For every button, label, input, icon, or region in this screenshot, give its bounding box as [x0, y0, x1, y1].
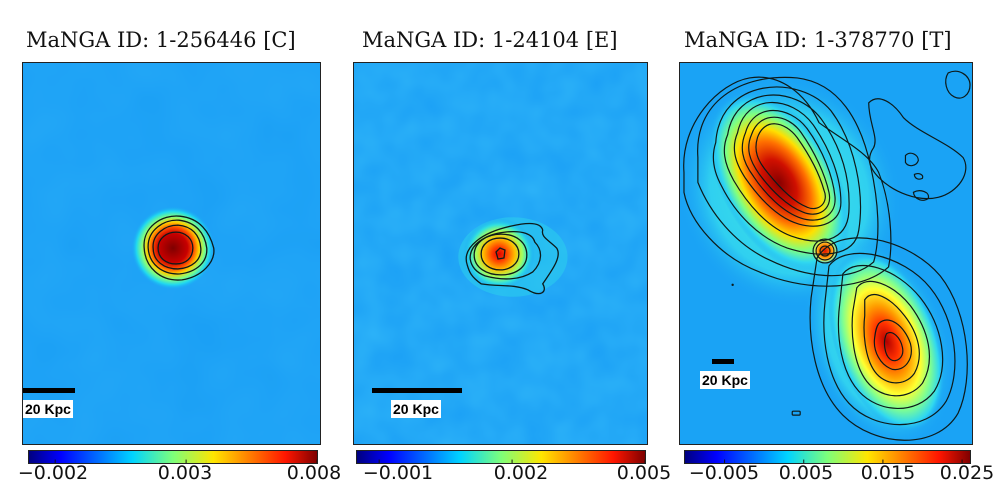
panel-1-tick-label: −0.002: [17, 462, 89, 484]
panel-3-tick-label: −0.005: [688, 462, 760, 484]
panel-3-tick-label: 0.015: [860, 462, 916, 484]
panel-1-title: MaNGA ID: 1-256446 [C]: [26, 28, 296, 52]
panel-3-lower-lobe: [828, 250, 945, 433]
panel-3-heatmap: [680, 63, 972, 444]
panel-2-heatmap: [354, 63, 647, 444]
panel-2-tick-label: −0.001: [362, 462, 434, 484]
panel-3-scale-label: 20 Kpc: [700, 371, 750, 389]
panel-3-map: 20 Kpc: [679, 62, 973, 445]
panel-1-heatmap: [23, 63, 320, 444]
panel-1-contours: [143, 215, 215, 281]
panel-3-colorbar: [684, 450, 971, 464]
panel-2-map: 20 Kpc: [353, 62, 648, 445]
panel-3-colorbar-ticks: [724, 459, 963, 463]
panel-3-tick-label: 0.005: [778, 462, 834, 484]
panel-1-tick-label: 0.003: [157, 462, 213, 484]
panel-2-colorbar-ticks: [378, 459, 645, 463]
panel-3-tick-label: 0.025: [939, 462, 995, 484]
panel-3-title: MaNGA ID: 1-378770 [T]: [684, 28, 952, 52]
panel-2-contours: [465, 222, 559, 295]
panel-3-scale-bar: [712, 359, 734, 364]
panel-2-tick-label: 0.002: [493, 462, 549, 484]
panel-1-colorbar-ticks: [54, 459, 317, 463]
panel-2-colorbar: [356, 450, 646, 464]
panel-2-scale-bar: [372, 388, 462, 393]
panel-1-colorbar: [28, 450, 318, 464]
panel-1-map: 20 Kpc: [22, 62, 321, 445]
panel-1-scale-bar: [23, 388, 75, 393]
panel-3-contours: [683, 70, 971, 441]
panel-1-scale-label: 20 Kpc: [23, 400, 73, 418]
panel-2-title: MaNGA ID: 1-24104 [E]: [362, 28, 618, 52]
panel-1-tick-label: 0.008: [286, 462, 342, 484]
panel-2-tick-label: 0.005: [616, 462, 672, 484]
panel-2-scale-label: 20 Kpc: [391, 400, 441, 418]
